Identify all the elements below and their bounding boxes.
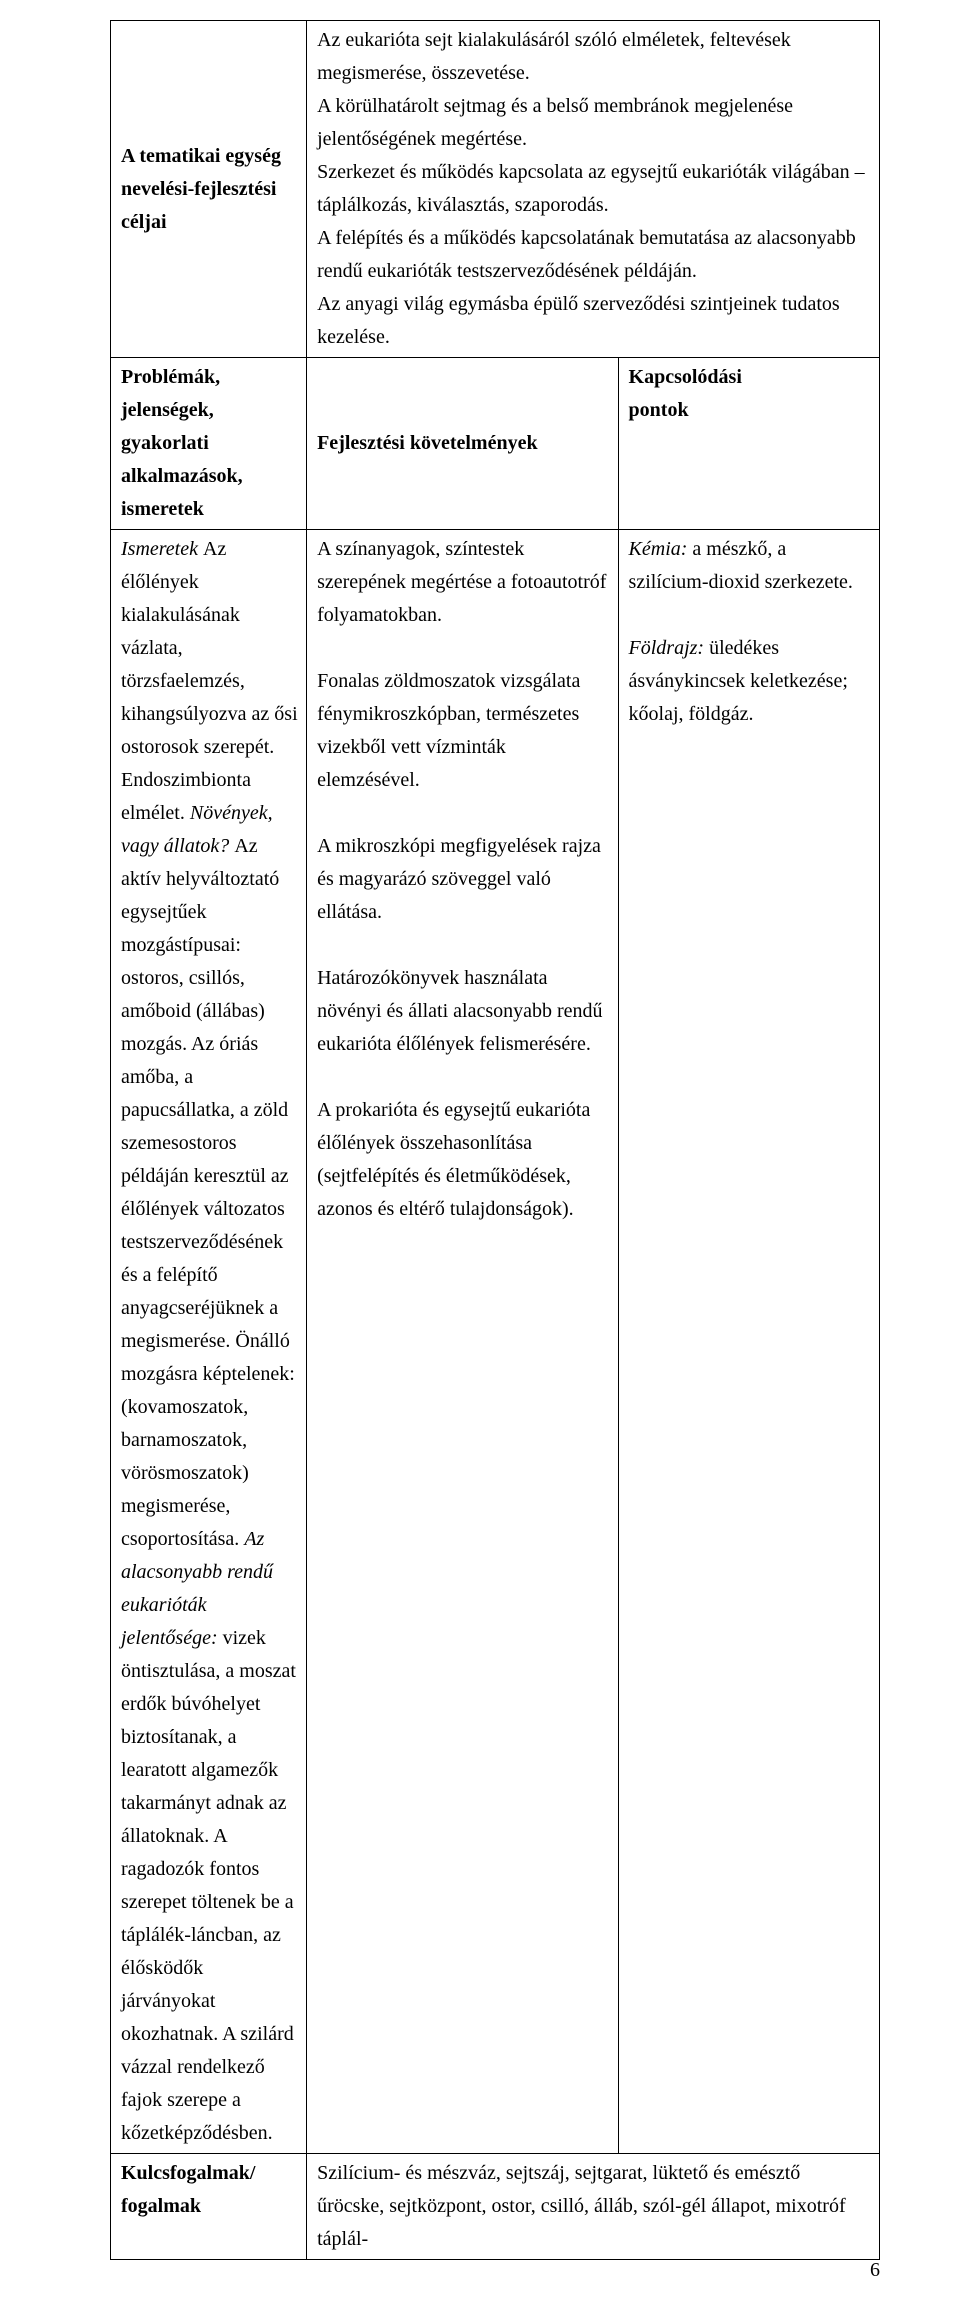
text: Kapcsolódási	[629, 366, 742, 388]
text: Az eukarióta sejt kialakulásáról szóló e…	[317, 29, 865, 348]
key-concepts-label: Kulcsfogalmak/ fogalmak	[111, 2154, 307, 2260]
curriculum-table: A tematikai egység nevelési-fejlesztési …	[110, 20, 880, 2260]
text: Földrajz:	[629, 637, 710, 659]
page-number: 6	[870, 2259, 880, 2282]
text: céljai	[121, 211, 167, 233]
text: Szilícium- és mészváz, sejtszáj, sejtgar…	[317, 2162, 846, 2250]
text: nevelési-fejlesztési	[121, 178, 276, 200]
table-row: A tematikai egység nevelési-fejlesztési …	[111, 21, 880, 358]
text: vizek öntisztulása, a moszat erdők búvóh…	[121, 1627, 296, 2144]
col-header-problems: Problémák, jelenségek, gyakorlati alkalm…	[111, 358, 307, 530]
text: alkalmazások, ismeretek	[121, 465, 243, 520]
col-header-links: Kapcsolódási pontok	[618, 358, 879, 530]
knowledge-cell: Ismeretek Az élőlények kialakulásának vá…	[111, 530, 307, 2154]
links-cell: Kémia: a mészkő, a szilícium-dioxid szer…	[618, 530, 879, 2154]
text: pontok	[629, 399, 689, 421]
col-header-requirements: Fejlesztési követelmények	[307, 358, 618, 530]
text: Az élőlények kialakulásának vázlata, tör…	[121, 538, 298, 824]
page: A tematikai egység nevelési-fejlesztési …	[0, 0, 960, 2300]
key-concepts-text: Szilícium- és mészváz, sejtszáj, sejtgar…	[307, 2154, 880, 2260]
text: Ismeretek	[121, 538, 203, 560]
text: fogalmak	[121, 2195, 201, 2217]
table-row: Problémák, jelenségek, gyakorlati alkalm…	[111, 358, 880, 530]
text: A tematikai egység	[121, 145, 281, 167]
table-row: Kulcsfogalmak/ fogalmak Szilícium- és mé…	[111, 2154, 880, 2260]
requirements-cell: A színanyagok, színtestek szerepének meg…	[307, 530, 618, 2154]
text: Problémák, jelenségek, gyakorlati	[121, 366, 220, 454]
text: Kémia:	[629, 538, 693, 560]
unit-goals-label: A tematikai egység nevelési-fejlesztési …	[111, 21, 307, 358]
text: Az aktív helyváltoztató egysejtűek mozgá…	[121, 835, 295, 1550]
text: Fejlesztési követelmények	[317, 432, 537, 454]
text: Kulcsfogalmak/	[121, 2162, 255, 2184]
text: A színanyagok, színtestek szerepének meg…	[317, 538, 606, 1220]
unit-goals-text: Az eukarióta sejt kialakulásáról szóló e…	[307, 21, 880, 358]
table-row: Ismeretek Az élőlények kialakulásának vá…	[111, 530, 880, 2154]
